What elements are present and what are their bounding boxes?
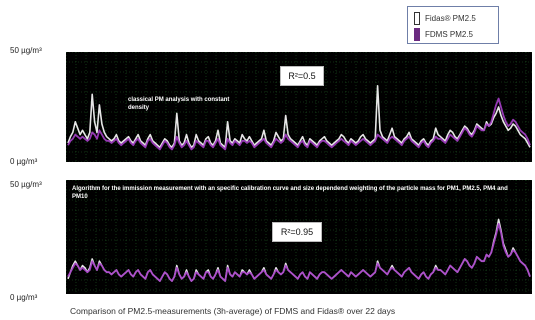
legend-swatch-fidas	[414, 11, 420, 25]
r-squared-box-1: R²=0.5	[280, 66, 324, 86]
y-label-bottom-2: 0 µg/m³	[10, 293, 38, 302]
chart-plot-algorithm	[66, 180, 532, 294]
y-label-bottom-1: 0 µg/m³	[10, 157, 38, 166]
series-line-fidas	[67, 84, 531, 149]
chart-plot-classical	[66, 52, 532, 162]
chart-caption: Comparison of PM2.5-measurements (3h-ave…	[70, 306, 396, 316]
chart-panel-algorithm: Algorithm for the immission measurement …	[66, 180, 532, 294]
legend-item-fidas: Fidas® PM2.5	[414, 11, 476, 25]
y-label-top-2: 50 µg/m³	[10, 180, 42, 189]
legend-label-fdms: FDMS PM2.5	[425, 29, 474, 39]
y-label-top-1: 50 µg/m³	[10, 46, 42, 55]
chart-panel-classical: classical PM analysis with constant dens…	[66, 52, 532, 162]
annotation-classical: classical PM analysis with constant dens…	[128, 97, 230, 111]
legend-swatch-fdms	[414, 27, 420, 41]
legend-item-fdms: FDMS PM2.5	[414, 27, 473, 41]
annotation-algorithm: Algorithm for the immission measurement …	[72, 186, 508, 200]
legend-label-fidas: Fidas® PM2.5	[425, 13, 476, 23]
chart-legend: Fidas® PM2.5 FDMS PM2.5	[407, 6, 499, 44]
series-line-fdms	[67, 97, 531, 151]
r-squared-box-2: R²=0.95	[272, 222, 322, 242]
series-line-fdms	[67, 222, 531, 282]
